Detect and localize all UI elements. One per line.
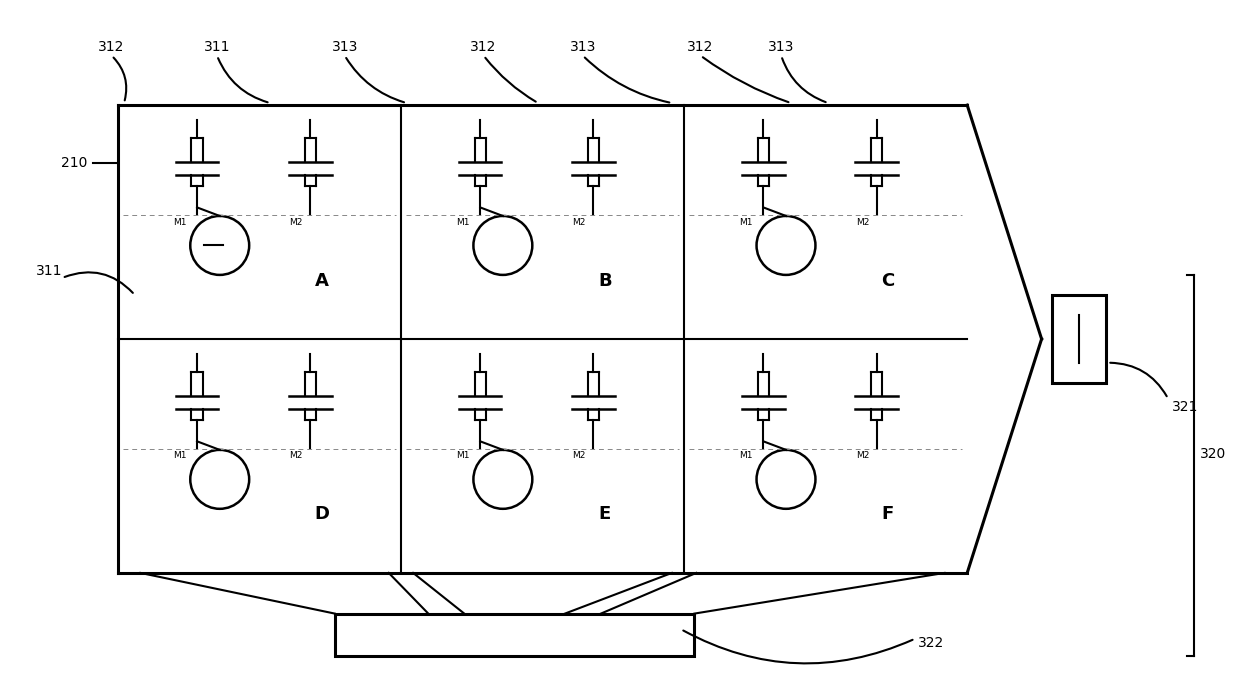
Text: 321: 321 [1172, 400, 1198, 414]
Text: M2: M2 [856, 452, 869, 460]
Text: 313: 313 [569, 41, 596, 54]
Text: 312: 312 [98, 41, 125, 54]
Text: E: E [599, 505, 611, 523]
Text: 312: 312 [470, 41, 497, 54]
Text: B: B [598, 271, 611, 290]
Text: 313: 313 [331, 41, 358, 54]
Text: C: C [882, 271, 894, 290]
Bar [335, 614, 694, 656]
Text: 320: 320 [1200, 447, 1226, 461]
Text: A: A [315, 271, 329, 290]
Text: M1: M1 [456, 218, 470, 226]
Text: F: F [882, 505, 894, 523]
Text: M1: M1 [174, 218, 187, 226]
Text: 210: 210 [61, 156, 88, 170]
Text: 311: 311 [36, 264, 63, 278]
Text: 322: 322 [918, 636, 944, 650]
Text: M1: M1 [174, 452, 187, 460]
Bar [1052, 295, 1106, 383]
Text: 312: 312 [687, 41, 714, 54]
Text: M1: M1 [739, 452, 753, 460]
Text: M2: M2 [289, 452, 303, 460]
Text: M1: M1 [739, 218, 753, 226]
Text: M2: M2 [573, 218, 587, 226]
Text: D: D [314, 505, 329, 523]
Text: M2: M2 [573, 452, 587, 460]
Text: M2: M2 [289, 218, 303, 226]
Text: M2: M2 [856, 218, 869, 226]
Text: M1: M1 [456, 452, 470, 460]
Text: 313: 313 [768, 41, 795, 54]
Text: 311: 311 [203, 41, 231, 54]
